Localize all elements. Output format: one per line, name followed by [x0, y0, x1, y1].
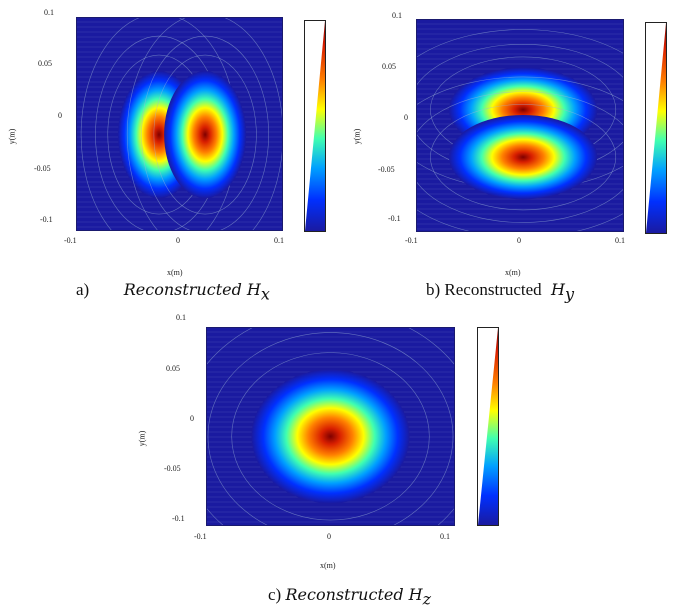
colorbar-svg — [305, 21, 325, 231]
xtick-c-1: 0 — [327, 532, 331, 541]
caption-b: b) Reconstructed Hy — [426, 280, 575, 304]
ytick-a-2: 0 — [58, 111, 62, 120]
xlabel-a: x(m) — [167, 268, 183, 277]
xtick-a-1: 0 — [176, 236, 180, 245]
field-lobe-1 — [251, 369, 410, 504]
xtick-c-0: -0.1 — [194, 532, 207, 541]
heatmap-a — [76, 17, 283, 231]
contour-ring — [417, 91, 623, 223]
ylabel-a: y(m) — [7, 128, 17, 145]
contour-ring — [153, 54, 257, 215]
colorbar-c — [477, 327, 499, 526]
ytick-c-0: 0.1 — [176, 313, 186, 322]
ytick-b-2: 0 — [404, 113, 408, 122]
ytick-a-3: -0.05 — [34, 164, 51, 173]
caption-c-prefix: c) — [268, 585, 282, 604]
caption-a: a) Reconstructed Hx — [76, 280, 270, 303]
xtick-a-2: 0.1 — [274, 236, 284, 245]
xtick-c-2: 0.1 — [440, 532, 450, 541]
heatmap-c — [206, 327, 455, 526]
caption-a-text: Reconstructed H — [123, 280, 261, 299]
caption-a-prefix: a) — [76, 280, 90, 299]
ytick-b-1: 0.05 — [382, 62, 396, 71]
ytick-b-3: -0.05 — [378, 165, 395, 174]
caption-c: c) Reconstructed Hz — [268, 585, 431, 608]
contour-ring — [231, 352, 430, 521]
field-lobe-2 — [164, 71, 247, 199]
contour-ring — [207, 332, 454, 525]
caption-b-text: Reconstructed — [444, 280, 542, 299]
colorbar-svg — [646, 23, 666, 233]
xtick-b-0: -0.1 — [405, 236, 418, 245]
caption-b-sub: y — [564, 284, 575, 304]
xtick-b-2: 0.1 — [615, 236, 625, 245]
ytick-a-1: 0.05 — [38, 59, 52, 68]
ytick-c-4: -0.1 — [172, 514, 185, 523]
caption-a-sub: x — [260, 284, 270, 304]
field-lobe-2 — [448, 114, 598, 200]
contour-ring — [126, 18, 282, 230]
ytick-a-0: 0.1 — [44, 8, 54, 17]
ytick-b-4: -0.1 — [388, 214, 401, 223]
heatmap-svg-c — [207, 328, 454, 525]
caption-c-text: Reconstructed H — [285, 585, 423, 604]
ylabel-b: y(m) — [352, 128, 362, 145]
ylabel-c: y(m) — [137, 430, 147, 447]
ytick-c-1: 0.05 — [166, 364, 180, 373]
xlabel-b: x(m) — [505, 268, 521, 277]
heatmap-svg-b — [417, 20, 623, 231]
ytick-a-4: -0.1 — [40, 215, 53, 224]
caption-c-sub: z — [422, 589, 432, 609]
ytick-c-2: 0 — [190, 414, 194, 423]
colorbar-wedge — [478, 328, 498, 525]
colorbar-a — [304, 20, 326, 232]
colorbar-wedge — [646, 23, 666, 233]
caption-b-prefix: b) — [426, 280, 441, 299]
xlabel-c: x(m) — [320, 561, 336, 570]
contour-ring — [141, 35, 269, 230]
contour-ring — [417, 76, 623, 231]
contour-ring — [430, 104, 617, 211]
heatmap-b — [416, 19, 624, 232]
heatmap-svg-a — [77, 18, 282, 230]
colorbar-wedge — [305, 21, 325, 231]
xtick-a-0: -0.1 — [64, 236, 77, 245]
colorbar-b — [645, 22, 667, 234]
ytick-b-0: 0.1 — [392, 11, 402, 20]
colorbar-svg — [478, 328, 498, 525]
ytick-c-3: -0.05 — [164, 464, 181, 473]
xtick-b-1: 0 — [517, 236, 521, 245]
